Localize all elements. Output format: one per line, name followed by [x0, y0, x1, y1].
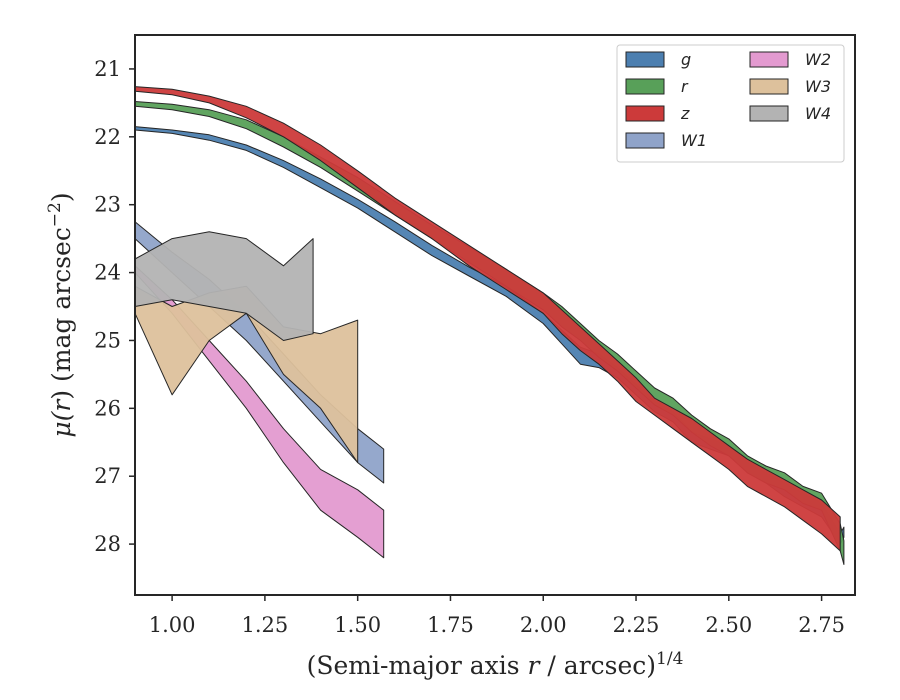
legend-label-r: r [681, 77, 689, 96]
y-tick-label: 23 [94, 193, 121, 217]
x-tick-label: 1.25 [242, 613, 289, 637]
chart-bands [134, 86, 845, 565]
band-W4 [134, 231, 314, 341]
legend-box [616, 44, 845, 163]
y-tick-label: 26 [94, 396, 121, 420]
legend-label-z: z [680, 104, 690, 123]
plot-frame [134, 34, 856, 596]
y-tick-label: 21 [94, 57, 121, 81]
y-axis-label: μ(r) (mag arcsec−2) [45, 192, 76, 437]
x-tick-label: 2.75 [798, 613, 845, 637]
legend-swatch-W4 [749, 105, 789, 122]
y-tick-label: 27 [94, 464, 121, 488]
y-tick-label: 22 [94, 125, 121, 149]
legend-swatch-W1 [625, 132, 665, 149]
y-tick-label: 24 [94, 261, 121, 285]
legend-label-W2: W2 [805, 50, 831, 69]
y-tick-label: 28 [94, 532, 121, 556]
legend-label-W3: W3 [805, 77, 831, 96]
x-tick-label: 2.50 [705, 613, 752, 637]
legend-label-W4: W4 [805, 104, 831, 123]
legend: grz W1 W2 W3 W4 [616, 44, 845, 163]
band-z [134, 86, 841, 552]
legend-swatch-r [625, 78, 665, 95]
x-axis: 1.00 1.25 1.50 1.75 2.00 2.25 2.50 2.75 [149, 595, 845, 637]
x-tick-label: 1.75 [427, 613, 474, 637]
x-tick-label: 2.25 [613, 613, 660, 637]
legend-swatch-W3 [749, 78, 789, 95]
y-tick-label: 25 [94, 328, 121, 352]
legend-swatch-g [625, 51, 665, 68]
y-axis: 21 22 23 24 25 26 27 28 [94, 57, 135, 556]
x-tick-label: 1.00 [149, 613, 196, 637]
legend-swatch-z [625, 105, 665, 122]
x-tick-label: 1.50 [334, 613, 381, 637]
x-axis-label: (Semi-major axis r / arcsec)1/4 [307, 649, 684, 680]
legend-label-W1: W1 [681, 131, 707, 150]
legend-swatch-W2 [749, 51, 789, 68]
legend-label-g: g [681, 50, 691, 69]
x-tick-label: 2.00 [520, 613, 567, 637]
